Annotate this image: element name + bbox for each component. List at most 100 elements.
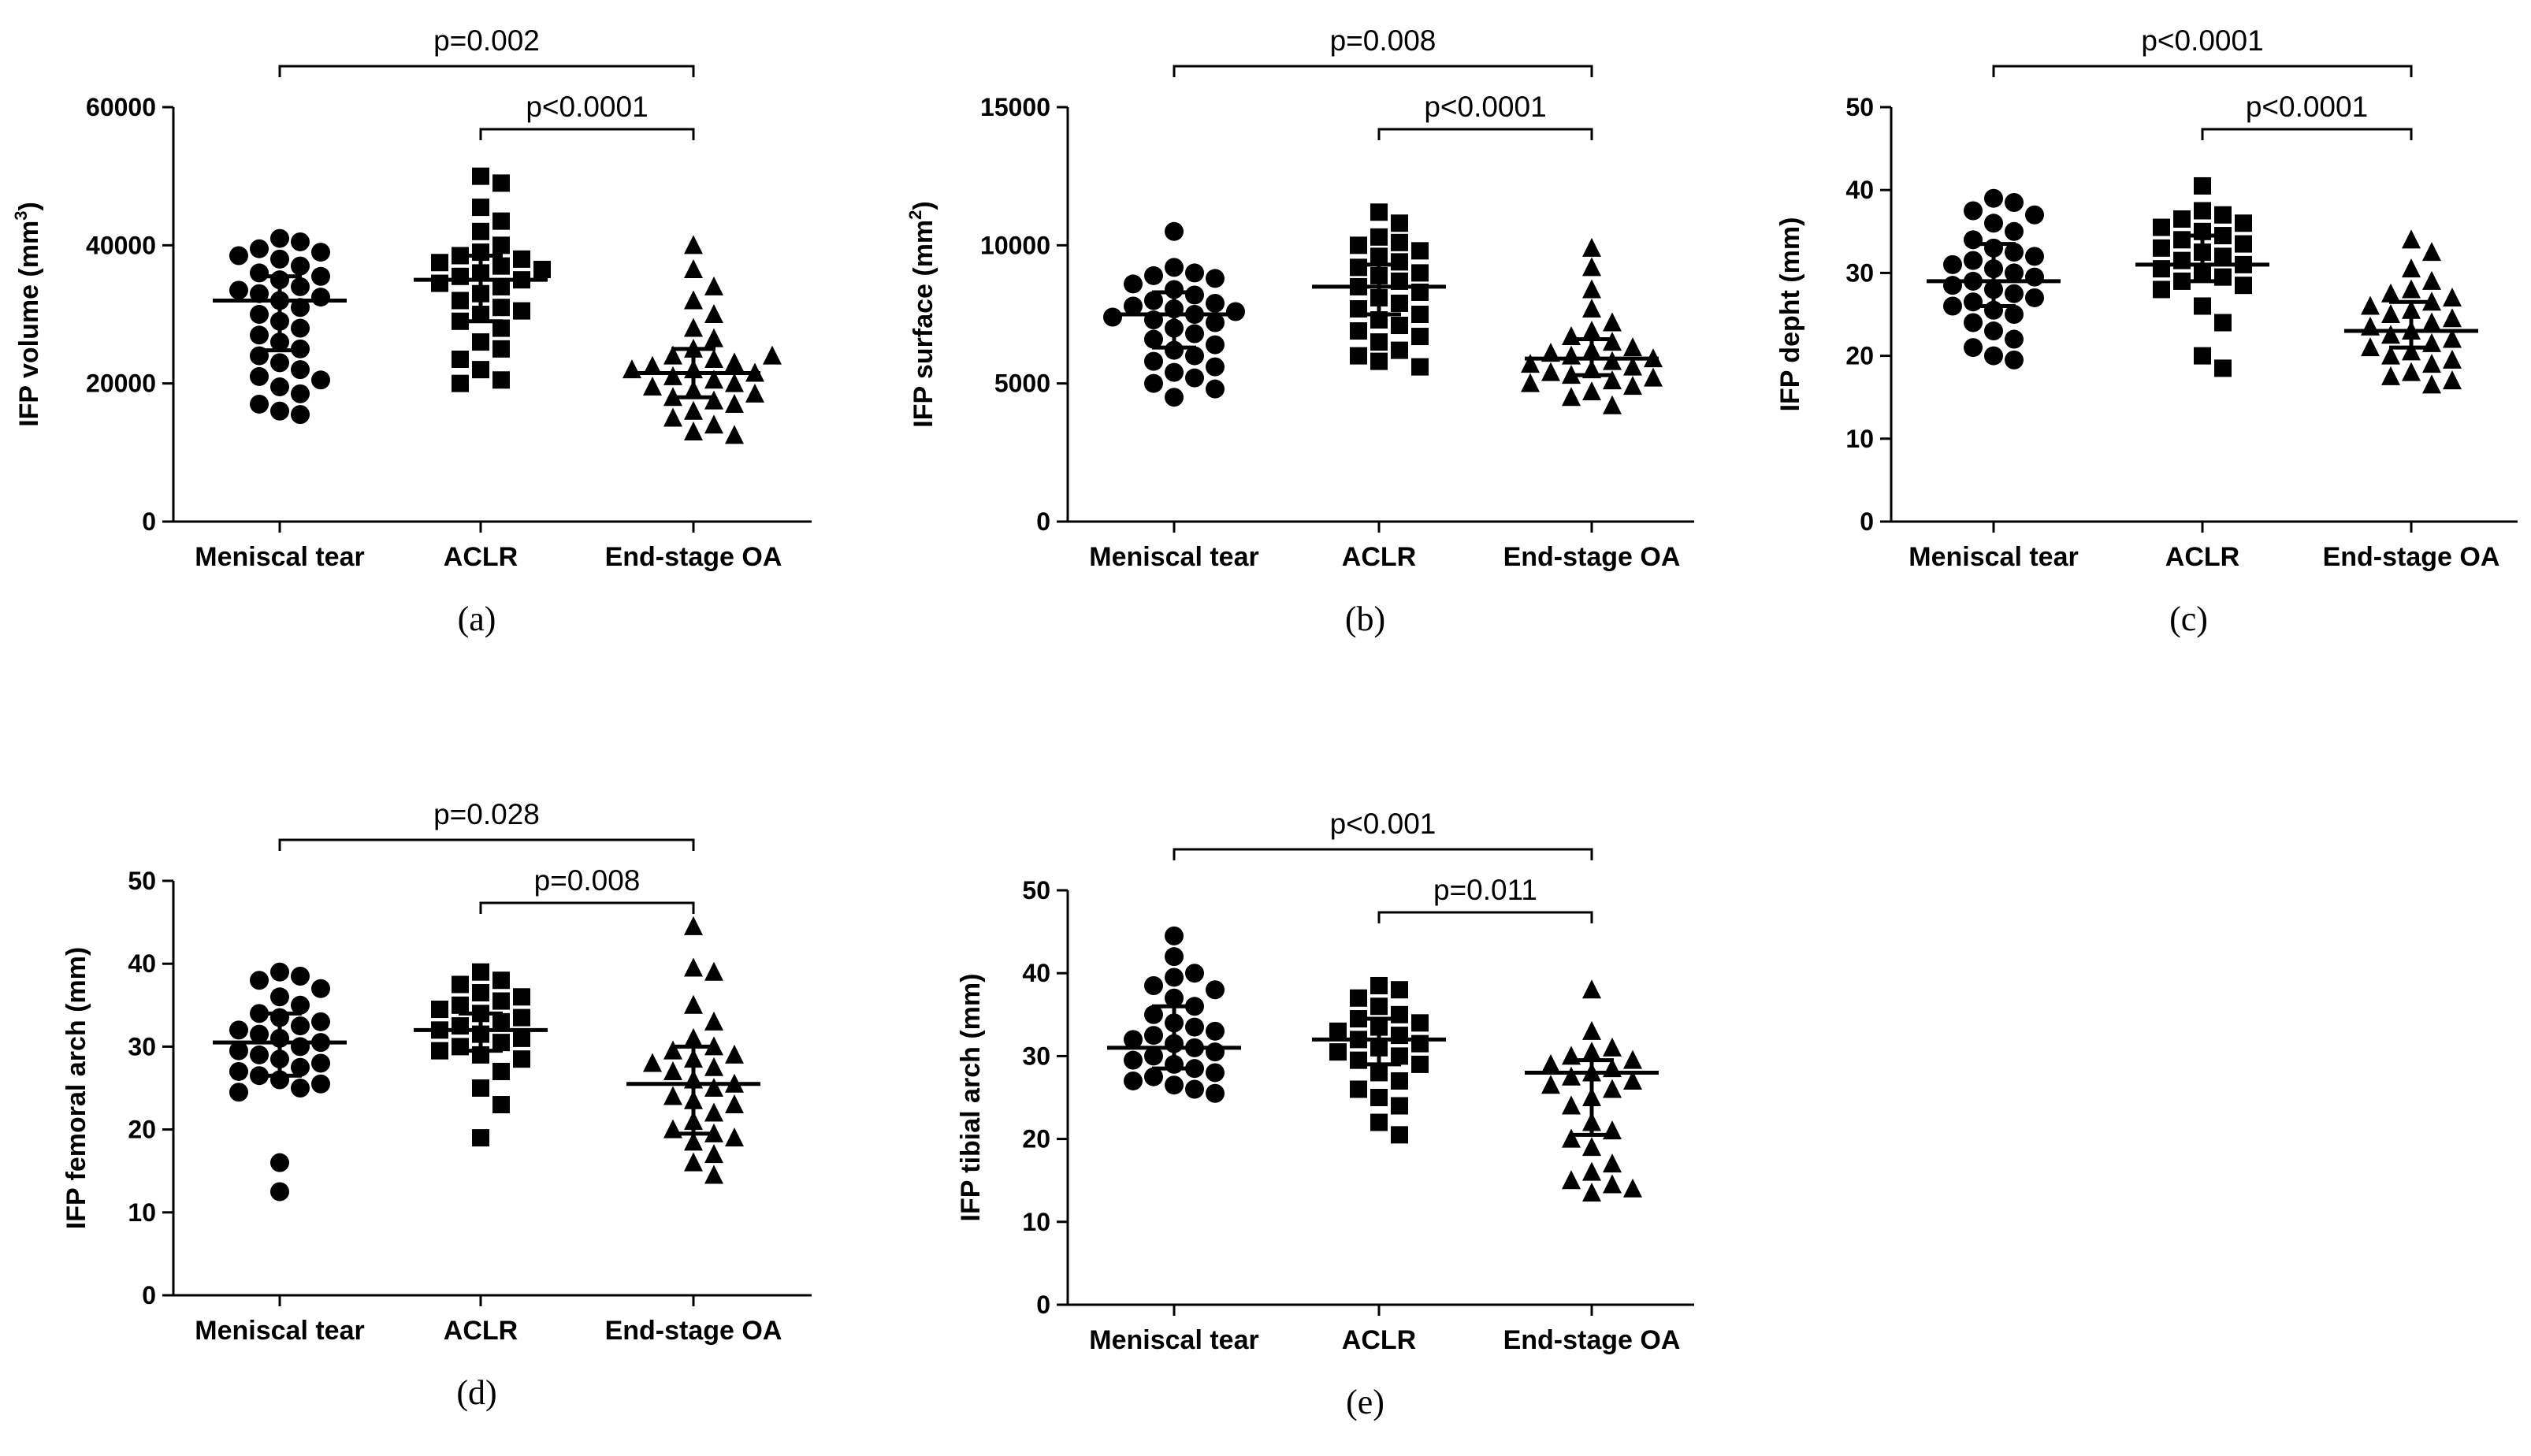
data-point [229,1083,248,1102]
data-point [291,995,310,1015]
panel-e: 0 10 20 30 40 50 Meniscal tear ACLR End-stage OA… [956,808,1694,1421]
y-axis-label-suffix: ) [909,201,938,210]
x-category-label: ACLR [444,542,518,572]
panel-label: (c) [2169,600,2208,638]
data-point [1391,253,1408,271]
data-point [2153,239,2170,257]
data-point [291,360,310,380]
data-point [2381,345,2400,365]
data-point [1562,387,1581,407]
data-point [492,299,510,317]
data-point [663,407,682,427]
data-point [452,374,469,392]
data-point [513,250,530,268]
series-2 [2344,229,2478,394]
x-category-label: ACLR [2165,542,2239,572]
data-point [1370,1113,1388,1131]
data-point [1411,264,1429,282]
data-point [2153,280,2170,299]
data-point [1370,333,1388,351]
data-point [643,377,662,396]
data-point [1943,276,1962,295]
data-point [1124,274,1143,294]
data-point [704,1057,723,1076]
data-point [1391,233,1408,251]
data-point [492,236,510,254]
significance-bracket [1992,65,2413,77]
data-point [1964,201,1983,221]
data-point [431,1001,448,1019]
data-point [2402,362,2421,381]
data-point [2194,176,2211,195]
data-point [250,325,269,345]
data-point [311,288,330,307]
data-point [229,280,248,300]
data-point [684,916,703,935]
data-point [513,1008,530,1027]
y-tick-label: 5000 [994,370,1050,398]
data-point [1350,236,1367,254]
x-category-label: ACLR [1342,1325,1416,1355]
data-point [704,1102,723,1122]
data-point [270,987,289,1007]
data-point [704,370,723,389]
data-point [1411,328,1429,346]
series-2 [626,916,760,1184]
data-point [1521,373,1540,392]
data-point [663,366,682,385]
data-point [291,384,310,403]
data-point [684,318,703,337]
data-point [684,957,703,977]
data-point [1391,1126,1408,1144]
y-tick-label: 15000 [980,93,1050,121]
data-point [725,1044,744,1064]
data-point [1124,1071,1143,1090]
data-point [2153,218,2170,236]
data-point [663,1060,682,1080]
data-point [725,1094,744,1114]
data-point [431,254,448,272]
data-point [1329,1022,1347,1040]
data-point [643,355,662,375]
data-point [1165,1075,1184,1095]
data-point [513,302,530,320]
data-point [1562,1170,1581,1190]
data-point [311,1074,330,1094]
data-point [472,361,489,379]
data-point [2381,304,2400,323]
data-point [452,292,469,310]
series-0 [213,228,347,425]
data-point [1103,307,1122,327]
p-value-label: p<0.0001 [2246,91,2368,123]
data-point [229,1061,248,1081]
data-point [725,352,744,372]
data-point [492,1034,510,1052]
data-point [1350,989,1367,1007]
data-point [1144,291,1163,310]
panel-label: (e) [1346,1383,1384,1421]
data-point [1562,345,1581,365]
data-point [1562,1066,1581,1086]
data-point [1206,1083,1225,1103]
data-point [2361,337,2380,357]
data-point [2194,347,2211,365]
data-point [291,966,310,986]
data-point [250,263,269,283]
data-point [2025,288,2044,307]
data-point [2443,370,2462,390]
data-point [1165,947,1184,967]
series-1 [414,963,548,1147]
data-point [1521,354,1540,373]
data-point [1603,332,1622,351]
data-point [229,246,248,266]
data-point [704,1011,723,1031]
data-point [1541,1053,1560,1073]
data-point [1206,293,1225,313]
data-point [1350,1080,1367,1098]
data-point [513,988,530,1006]
data-point [1226,302,1245,321]
data-point [492,257,510,275]
data-point [1582,1042,1601,1061]
p-value-label: p<0.001 [1330,808,1436,840]
data-point [311,1012,330,1031]
